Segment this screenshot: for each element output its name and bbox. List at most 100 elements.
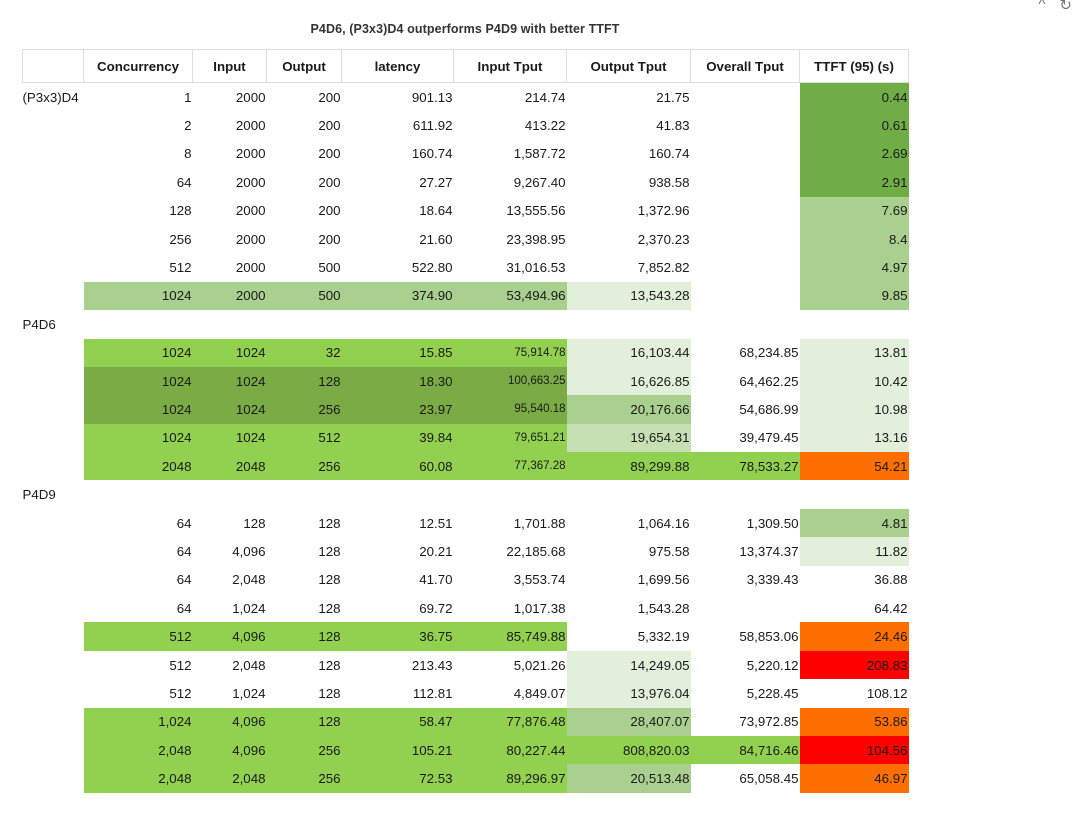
cell-overall-tput [691, 83, 800, 112]
cell-input: 2000 [235, 89, 266, 105]
cell-concurrency: 64 [176, 174, 192, 190]
cell-latency: 15.85 [341, 338, 454, 367]
cell-output-tput: 975.58 [648, 543, 690, 559]
table-row: 2,048 4,096 256 105.21 80,227.44 808,820.03 84… [23, 735, 909, 765]
empty-cell [800, 310, 909, 338]
cell-latency: 69.72 [419, 600, 453, 616]
cell-input: 2048 [192, 452, 267, 481]
cell-input: 1024 [192, 395, 267, 424]
cell-output-tput: 20,513.48 [566, 764, 691, 793]
cell-ttft: 4.97 [799, 253, 909, 282]
cell-overall-tput [691, 225, 800, 253]
cell-latency: 27.27 [419, 174, 453, 190]
cell-input: 1024 [192, 423, 267, 453]
cell-output: 128 [318, 685, 341, 701]
cell-input: 2000 [235, 146, 266, 162]
cell-output-tput: 938.58 [648, 174, 690, 190]
cell-output: 200 [318, 203, 341, 219]
cell-latency: 160.74 [411, 146, 453, 162]
cell-output-tput: 1,699.56 [637, 572, 690, 588]
cell-input-tput: 1,017.38 [513, 600, 566, 616]
cell-ttft: 2.91 [799, 168, 909, 197]
table-row: 512 2000 500 522.80 31,016.53 7,852.82 4.97 [23, 253, 909, 282]
cell-input-tput: 95,540.18 [453, 395, 567, 424]
empty-label-cell [23, 282, 84, 310]
cell-input: 2000 [192, 281, 267, 311]
table-row: 1024 1024 32 15.85 75,914.78 16,103.44 68,234.… [23, 338, 909, 367]
refresh-icon[interactable]: ↻ [1059, 0, 1072, 14]
cell-input: 4,096 [192, 707, 267, 736]
cell-latency: 36.75 [341, 622, 454, 651]
table-row: 1024 1024 128 18.30 100,663.25 16,626.85 64,46… [23, 366, 909, 396]
cell-input-tput: 79,651.21 [453, 423, 567, 453]
table-row: 2 2000 200 611.92 413.22 41.83 0.61 [23, 111, 909, 140]
cell-output: 200 [318, 118, 341, 134]
group-header-row: P4D6 [23, 310, 909, 338]
table-row: 64 2,048 128 41.70 3,553.74 1,699.56 3,339.43 3… [23, 566, 909, 594]
cell-input-tput: 9,267.40 [513, 174, 566, 190]
cell-input: 2000 [235, 203, 266, 219]
cell-output: 128 [266, 707, 342, 736]
cell-output-tput: 13,543.28 [566, 281, 691, 311]
cell-output-tput: 7,852.82 [637, 260, 690, 276]
cell-output: 128 [318, 600, 341, 616]
collapse-icon[interactable]: ^ [1038, 0, 1046, 13]
cell-overall-tput: 5,220.12 [746, 657, 799, 673]
cell-input-tput: 31,016.53 [506, 260, 566, 276]
cell-ttft: 10.42 [799, 366, 909, 396]
cell-input-tput: 80,227.44 [453, 735, 567, 765]
empty-label-cell [23, 679, 84, 707]
cell-ttft: 9.85 [799, 281, 909, 311]
cell-input: 2000 [235, 231, 266, 247]
cell-ttft: 36.88 [874, 572, 908, 588]
cell-output-tput: 1,543.28 [637, 600, 690, 616]
empty-label-cell [23, 452, 84, 480]
empty-cell [691, 310, 800, 338]
empty-cell [267, 310, 342, 338]
cell-latency: 21.60 [419, 231, 453, 247]
cell-ttft: 10.98 [799, 395, 909, 424]
cell-output-tput: 89,299.88 [566, 452, 691, 481]
table-row: 64 1,024 128 69.72 1,017.38 1,543.28 64.42 [23, 594, 909, 622]
cell-output-tput: 16,626.85 [566, 366, 691, 396]
cell-output-tput: 16,103.44 [566, 338, 691, 367]
header-concurrency: Concurrency [83, 49, 193, 83]
empty-label-cell [23, 708, 84, 736]
table-row: 512 1,024 128 112.81 4,849.07 13,976.04 5,228.… [23, 679, 909, 708]
cell-input-tput: 100,663.25 [453, 366, 567, 396]
cell-output: 200 [318, 231, 341, 247]
group-label: P4D9 [22, 487, 56, 503]
cell-latency: 60.08 [341, 452, 454, 481]
cell-ttft: 208.83 [799, 650, 909, 680]
table-title: P4D6, (P3x3)D4 outperforms P4D9 with bet… [310, 22, 620, 36]
cell-input: 2000 [235, 174, 266, 190]
cell-concurrency: 64 [176, 515, 192, 531]
cell-ttft: 8.4 [799, 224, 909, 254]
header-ttft: TTFT (95) (s) [799, 49, 909, 83]
cell-concurrency: 64 [176, 543, 192, 559]
cell-input-tput: 89,296.97 [453, 764, 567, 793]
table-row: 1024 2000 500 374.90 53,494.96 13,543.28 9.85 [23, 281, 909, 311]
cell-ttft: 4.81 [799, 508, 909, 538]
empty-cell [567, 480, 691, 508]
empty-cell [193, 480, 267, 508]
cell-concurrency: 8 [184, 146, 192, 162]
empty-label-cell [23, 253, 84, 281]
cell-ttft: 11.82 [799, 537, 909, 566]
cell-output: 512 [266, 423, 342, 453]
cell-output-tput: 5,332.19 [637, 629, 690, 645]
empty-label-cell [23, 168, 84, 196]
cell-input: 4,096 [192, 735, 267, 765]
cell-overall-tput [691, 140, 800, 168]
empty-cell [84, 310, 193, 338]
cell-concurrency: 512 [169, 260, 192, 276]
cell-output-tput: 21.75 [656, 89, 690, 105]
cell-concurrency: 2 [184, 118, 192, 134]
cell-concurrency: 1024 [83, 338, 193, 367]
benchmark-table: Concurrency Input Output latency Input T… [22, 49, 909, 793]
cell-input-tput: 1,701.88 [513, 515, 566, 531]
table-row: 1024 1024 256 23.97 95,540.18 20,176.66 54,686… [23, 395, 909, 424]
table-row: 2048 2048 256 60.08 77,367.28 89,299.88 78,533… [23, 452, 909, 481]
header-latency: latency [341, 49, 454, 83]
cell-latency: 23.97 [341, 395, 454, 424]
